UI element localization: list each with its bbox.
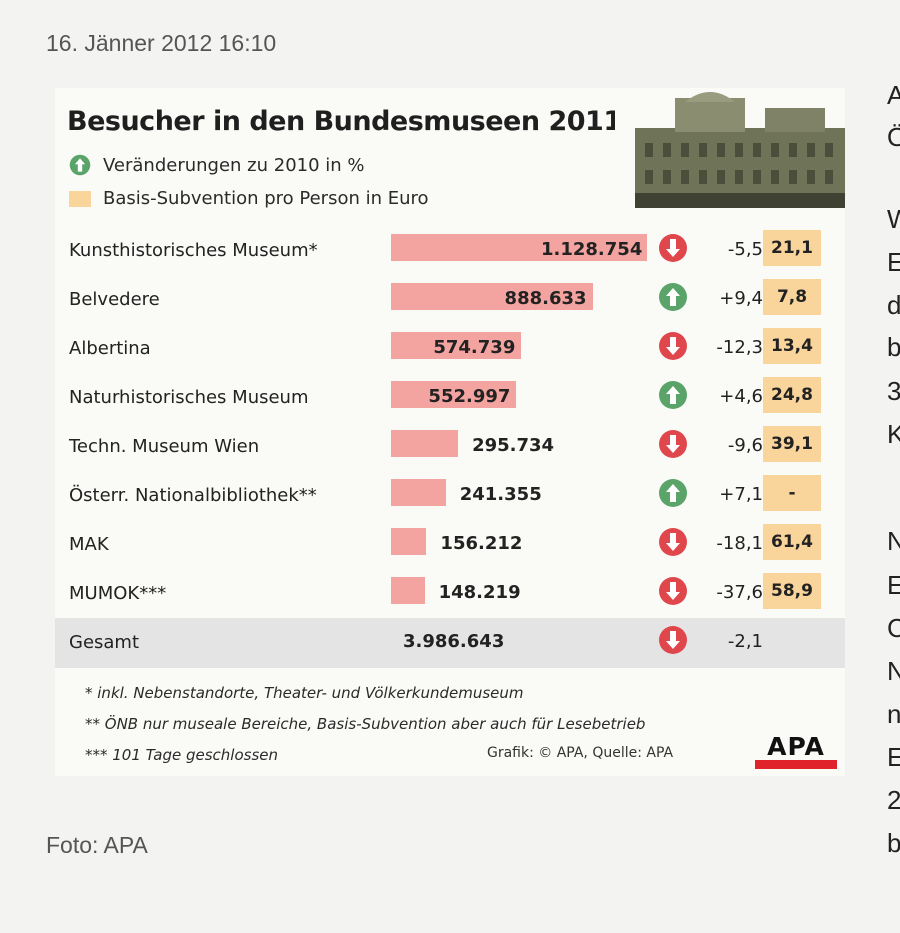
- article-text-fragment: Ö: [887, 122, 900, 152]
- museum-label: Naturhistorisches Museum: [69, 387, 309, 408]
- photo-credit: Foto: APA: [46, 832, 148, 858]
- visitor-count: 574.739: [433, 337, 516, 358]
- visitor-count: 552.997: [428, 386, 511, 407]
- museum-label: Österr. Nationalbibliothek**: [69, 485, 317, 506]
- legend-subsidy-label: Basis-Subvention pro Person in Euro: [103, 188, 429, 209]
- visitor-count: 295.734: [472, 435, 555, 456]
- arrow-up-icon: [659, 381, 687, 409]
- article-text-fragment: n: [887, 699, 900, 729]
- article-text-fragment: E: [887, 742, 900, 772]
- visitor-bar: [391, 577, 425, 604]
- apa-logo-text: APA: [767, 732, 825, 761]
- change-percent: -12,3: [716, 337, 763, 358]
- table-row: Albertina 574.739 -12,3 13,4: [55, 324, 845, 374]
- legend-change: Veränderungen zu 2010 in %: [69, 154, 365, 176]
- visitor-bar: [391, 528, 427, 555]
- museum-label: Belvedere: [69, 289, 160, 310]
- article-text-fragment: 2: [887, 785, 900, 815]
- table-row: Belvedere 888.633 +9,4 7,8: [55, 275, 845, 325]
- apa-logo-stripe: [755, 760, 837, 769]
- arrow-up-icon: [69, 154, 91, 176]
- visitor-bar: [391, 332, 522, 359]
- visitor-count: 156.212: [440, 533, 523, 554]
- table-row: MAK 156.212 -18,1 61,4: [55, 520, 845, 570]
- arrow-down-icon: [659, 626, 687, 654]
- total-row: Gesamt 3.986.643 -2,1: [55, 618, 845, 668]
- footnote-1: * inkl. Nebenstandorte, Theater- und Völ…: [85, 684, 524, 702]
- museum-label: MUMOK***: [69, 583, 167, 604]
- table-row: Kunsthistorisches Museum* 1.128.754 -5,5 21…: [55, 226, 845, 276]
- museum-label: MAK: [69, 534, 109, 555]
- legend-subsidy: Basis-Subvention pro Person in Euro: [69, 188, 429, 209]
- footnote-3: *** 101 Tage geschlossen: [85, 746, 278, 764]
- subsidy-value: 24,8: [763, 377, 821, 413]
- article-text-fragment: N: [887, 656, 900, 686]
- total-change-percent: -2,1: [727, 631, 763, 652]
- visitor-count: 148.219: [438, 582, 521, 603]
- table-row: MUMOK*** 148.219 -37,6 58,9: [55, 569, 845, 619]
- arrow-down-icon: [659, 332, 687, 360]
- museum-label: Techn. Museum Wien: [69, 436, 260, 457]
- subsidy-swatch: [69, 190, 91, 207]
- article-text-fragment: E: [887, 570, 900, 600]
- arrow-down-icon: [659, 234, 687, 262]
- subsidy-value: 21,1: [763, 230, 821, 266]
- article-text-fragment: 3: [887, 376, 900, 406]
- change-percent: +7,1: [719, 484, 763, 505]
- article-text-fragment: d: [887, 290, 900, 320]
- subsidy-value: 7,8: [763, 279, 821, 315]
- article-text-fragment: E: [887, 247, 900, 277]
- total-value: 3.986.643: [403, 631, 505, 652]
- visitor-bar: [391, 381, 517, 408]
- museum-label: Albertina: [69, 338, 151, 359]
- visitor-count: 1.128.754: [541, 239, 643, 260]
- subsidy-value: 39,1: [763, 426, 821, 462]
- change-percent: -37,6: [716, 582, 763, 603]
- arrow-up-icon: [659, 479, 687, 507]
- legend-change-label: Veränderungen zu 2010 in %: [103, 154, 365, 176]
- change-percent: +9,4: [719, 288, 763, 309]
- table-row: Naturhistorisches Museum 552.997 +4,6 24,8: [55, 373, 845, 423]
- article-text-fragment: C: [887, 613, 900, 643]
- article-text-fragment: N: [887, 526, 900, 556]
- visitor-bar: [391, 283, 593, 310]
- visitor-bar: [391, 479, 446, 506]
- change-percent: -9,6: [727, 435, 763, 456]
- visitor-bar: [391, 430, 459, 457]
- table-row: Österr. Nationalbibliothek** 241.355 +7,1-: [55, 471, 845, 521]
- infographic: Besucher in den Bundesmuseen 2011 Ver: [55, 88, 845, 776]
- change-percent: +4,6: [719, 386, 763, 407]
- subsidy-value: 13,4: [763, 328, 821, 364]
- footnote-2: ** ÖNB nur museale Bereiche, Basis-Subve…: [85, 715, 646, 733]
- apa-logo: APA: [755, 734, 837, 770]
- article-text-fragment: b: [887, 828, 900, 858]
- museum-label: Kunsthistorisches Museum*: [69, 240, 318, 261]
- visitor-count: 241.355: [459, 484, 542, 505]
- subsidy-value: 58,9: [763, 573, 821, 609]
- subsidy-value: 61,4: [763, 524, 821, 560]
- visitor-bar: [391, 234, 647, 261]
- chart-title: Besucher in den Bundesmuseen 2011: [67, 106, 622, 137]
- change-percent: -18,1: [716, 533, 763, 554]
- article-text-fragment: W: [887, 204, 900, 234]
- subsidy-value: -: [763, 475, 821, 511]
- article-text-fragment: b: [887, 332, 900, 362]
- table-row: Techn. Museum Wien 295.734 -9,6 39,1: [55, 422, 845, 472]
- museum-building-illustration: [615, 88, 845, 208]
- graphic-credit: Grafik: © APA, Quelle: APA: [487, 745, 674, 761]
- article-text-fragment: A: [887, 80, 900, 110]
- change-percent: -5,5: [727, 239, 763, 260]
- article-text-fragment: K: [887, 419, 900, 449]
- arrow-down-icon: [659, 528, 687, 556]
- arrow-up-icon: [659, 283, 687, 311]
- arrow-down-icon: [659, 577, 687, 605]
- dateline: 16. Jänner 2012 16:10: [46, 30, 277, 56]
- visitor-count: 888.633: [504, 288, 587, 309]
- arrow-down-icon: [659, 430, 687, 458]
- total-label: Gesamt: [69, 632, 140, 653]
